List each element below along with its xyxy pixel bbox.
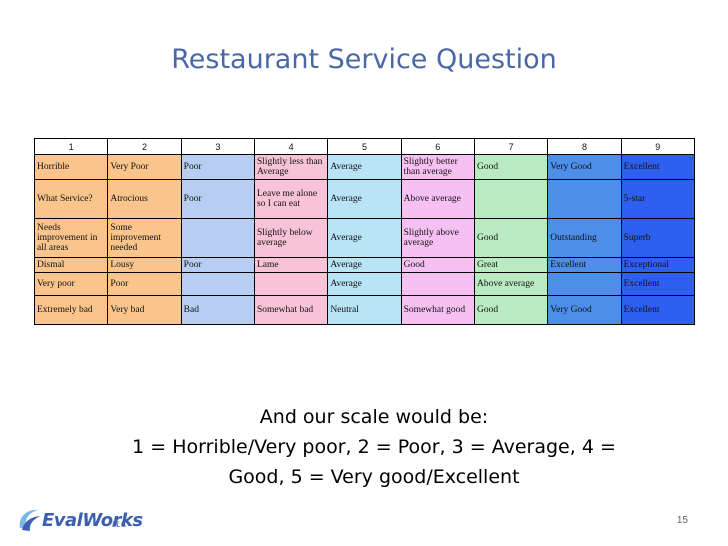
table-cell: Very Good: [547, 154, 622, 180]
table-cell: Slightly above average: [400, 218, 475, 258]
table-cell: Slightly below average: [253, 218, 329, 258]
table-cell: Great: [473, 257, 549, 273]
table-cell: Average: [327, 154, 402, 180]
header-cell: 1: [33, 138, 109, 155]
table-cell: Needs improvement in all areas: [33, 218, 109, 258]
table-cell: Outstanding: [547, 218, 622, 258]
header-cell: 7: [473, 138, 549, 155]
table-cell: 5-star: [620, 179, 696, 219]
table-cell: Above average: [400, 179, 475, 219]
table-cell: [253, 272, 329, 296]
table-cell: Excellent: [620, 295, 696, 325]
table-cell: Neutral: [327, 295, 402, 325]
table-cell: Above average: [473, 272, 549, 296]
table-row: Dismal Lousy Poor Lame Average Good Grea…: [33, 257, 696, 273]
table-cell: Average: [327, 218, 402, 258]
header-cell: 3: [180, 138, 255, 155]
table-cell: [473, 179, 549, 219]
header-cell: 8: [547, 138, 622, 155]
scale-description: And our scale would be: 1 = Horrible/Ver…: [80, 402, 668, 492]
table-cell: Leave me alone so I can eat: [253, 179, 329, 219]
evalworks-logo: EvalWorks LLC: [16, 506, 143, 536]
table-cell: [547, 179, 622, 219]
table-cell: Very Good: [547, 295, 622, 325]
table-cell: Poor: [180, 154, 255, 180]
table-row: What Service? Atrocious Poor Leave me al…: [33, 179, 696, 219]
table-cell: Horrible: [33, 154, 109, 180]
logo-swoosh-icon: [19, 509, 40, 531]
table-cell: [180, 272, 255, 296]
table-row: Very poor Poor Average Above average Exc…: [33, 272, 696, 296]
header-cell: 2: [107, 138, 182, 155]
table-cell: Good: [473, 154, 549, 180]
table-cell: Dismal: [33, 257, 109, 273]
table-cell: Some improvement needed: [107, 218, 182, 258]
scale-definition-line: Good, 5 = Very good/Excellent: [228, 466, 520, 488]
table-cell: Bad: [180, 295, 255, 325]
table-row: Horrible Very Poor Poor Slightly less th…: [33, 154, 696, 180]
scale-definition-line: 1 = Horrible/Very poor, 2 = Poor, 3 = Av…: [132, 436, 616, 458]
table-cell: Exceptional: [620, 257, 696, 273]
table-cell: Slightly better than average: [400, 154, 475, 180]
slide-title: Restaurant Service Question: [171, 44, 557, 75]
table-cell: Somewhat good: [400, 295, 475, 325]
header-cell: 6: [400, 138, 475, 155]
header-cell: 4: [253, 138, 329, 155]
rating-scale-table: 1 2 3 4 5 6 7 8 9 Horrible Very Poor Poo…: [33, 138, 696, 325]
table-cell: Slightly less than Average: [253, 154, 329, 180]
table-cell: Lame: [253, 257, 329, 273]
table-cell: Superb: [620, 218, 696, 258]
table-cell: Poor: [107, 272, 182, 296]
table-header-row: 1 2 3 4 5 6 7 8 9: [33, 138, 696, 155]
table-cell: Lousy: [107, 257, 182, 273]
table-cell: Excellent: [620, 272, 696, 296]
table-cell: Average: [327, 257, 402, 273]
table-cell: [400, 272, 475, 296]
table-cell: [547, 272, 622, 296]
table-cell: Average: [327, 272, 402, 296]
table-cell: Somewhat bad: [253, 295, 329, 325]
table-cell: Excellent: [620, 154, 696, 180]
table-cell: Excellent: [547, 257, 622, 273]
header-cell: 9: [620, 138, 696, 155]
page-number: 15: [676, 515, 688, 526]
table-row: Extremely bad Very bad Bad Somewhat bad …: [33, 295, 696, 325]
table-cell: Poor: [180, 257, 255, 273]
table-cell: [180, 218, 255, 258]
table-cell: Very bad: [107, 295, 182, 325]
table-cell: Good: [473, 295, 549, 325]
table-row: Needs improvement in all areas Some impr…: [33, 218, 696, 258]
table-cell: Good: [400, 257, 475, 273]
table-cell: Extremely bad: [33, 295, 109, 325]
table-cell: Very Poor: [107, 154, 182, 180]
table-cell: Good: [473, 218, 549, 258]
logo-suffix: LLC: [112, 520, 127, 529]
table-cell: Average: [327, 179, 402, 219]
table-cell: Very poor: [33, 272, 109, 296]
header-cell: 5: [327, 138, 402, 155]
table-cell: What Service?: [33, 179, 109, 219]
table-cell: Atrocious: [107, 179, 182, 219]
logo-wordmark: EvalWorks: [42, 510, 143, 531]
scale-intro: And our scale would be:: [259, 406, 489, 428]
table-cell: Poor: [180, 179, 255, 219]
